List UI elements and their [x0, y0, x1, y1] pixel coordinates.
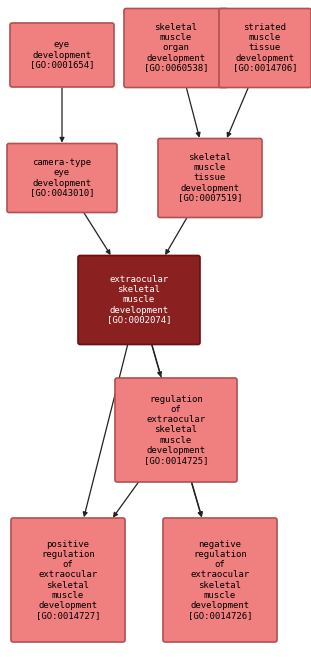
- Text: negative
regulation
of
extraocular
skeletal
muscle
development
[GO:0014726]: negative regulation of extraocular skele…: [188, 540, 252, 619]
- FancyBboxPatch shape: [7, 144, 117, 212]
- FancyBboxPatch shape: [219, 9, 311, 88]
- FancyBboxPatch shape: [11, 518, 125, 642]
- Text: camera-type
eye
development
[GO:0043010]: camera-type eye development [GO:0043010]: [30, 158, 94, 198]
- FancyBboxPatch shape: [163, 518, 277, 642]
- FancyBboxPatch shape: [78, 256, 200, 345]
- Text: regulation
of
extraocular
skeletal
muscle
development
[GO:0014725]: regulation of extraocular skeletal muscl…: [144, 395, 208, 465]
- Text: eye
development
[GO:0001654]: eye development [GO:0001654]: [30, 40, 94, 70]
- FancyBboxPatch shape: [10, 23, 114, 87]
- Text: skeletal
muscle
organ
development
[GO:0060538]: skeletal muscle organ development [GO:00…: [144, 24, 208, 72]
- FancyBboxPatch shape: [158, 138, 262, 217]
- FancyBboxPatch shape: [124, 9, 228, 88]
- FancyBboxPatch shape: [115, 378, 237, 482]
- Text: positive
regulation
of
extraocular
skeletal
muscle
development
[GO:0014727]: positive regulation of extraocular skele…: [36, 540, 100, 619]
- Text: extraocular
skeletal
muscle
development
[GO:0002074]: extraocular skeletal muscle development …: [107, 275, 171, 325]
- Text: striated
muscle
tissue
development
[GO:0014706]: striated muscle tissue development [GO:0…: [233, 24, 297, 72]
- Text: skeletal
muscle
tissue
development
[GO:0007519]: skeletal muscle tissue development [GO:0…: [178, 154, 242, 202]
